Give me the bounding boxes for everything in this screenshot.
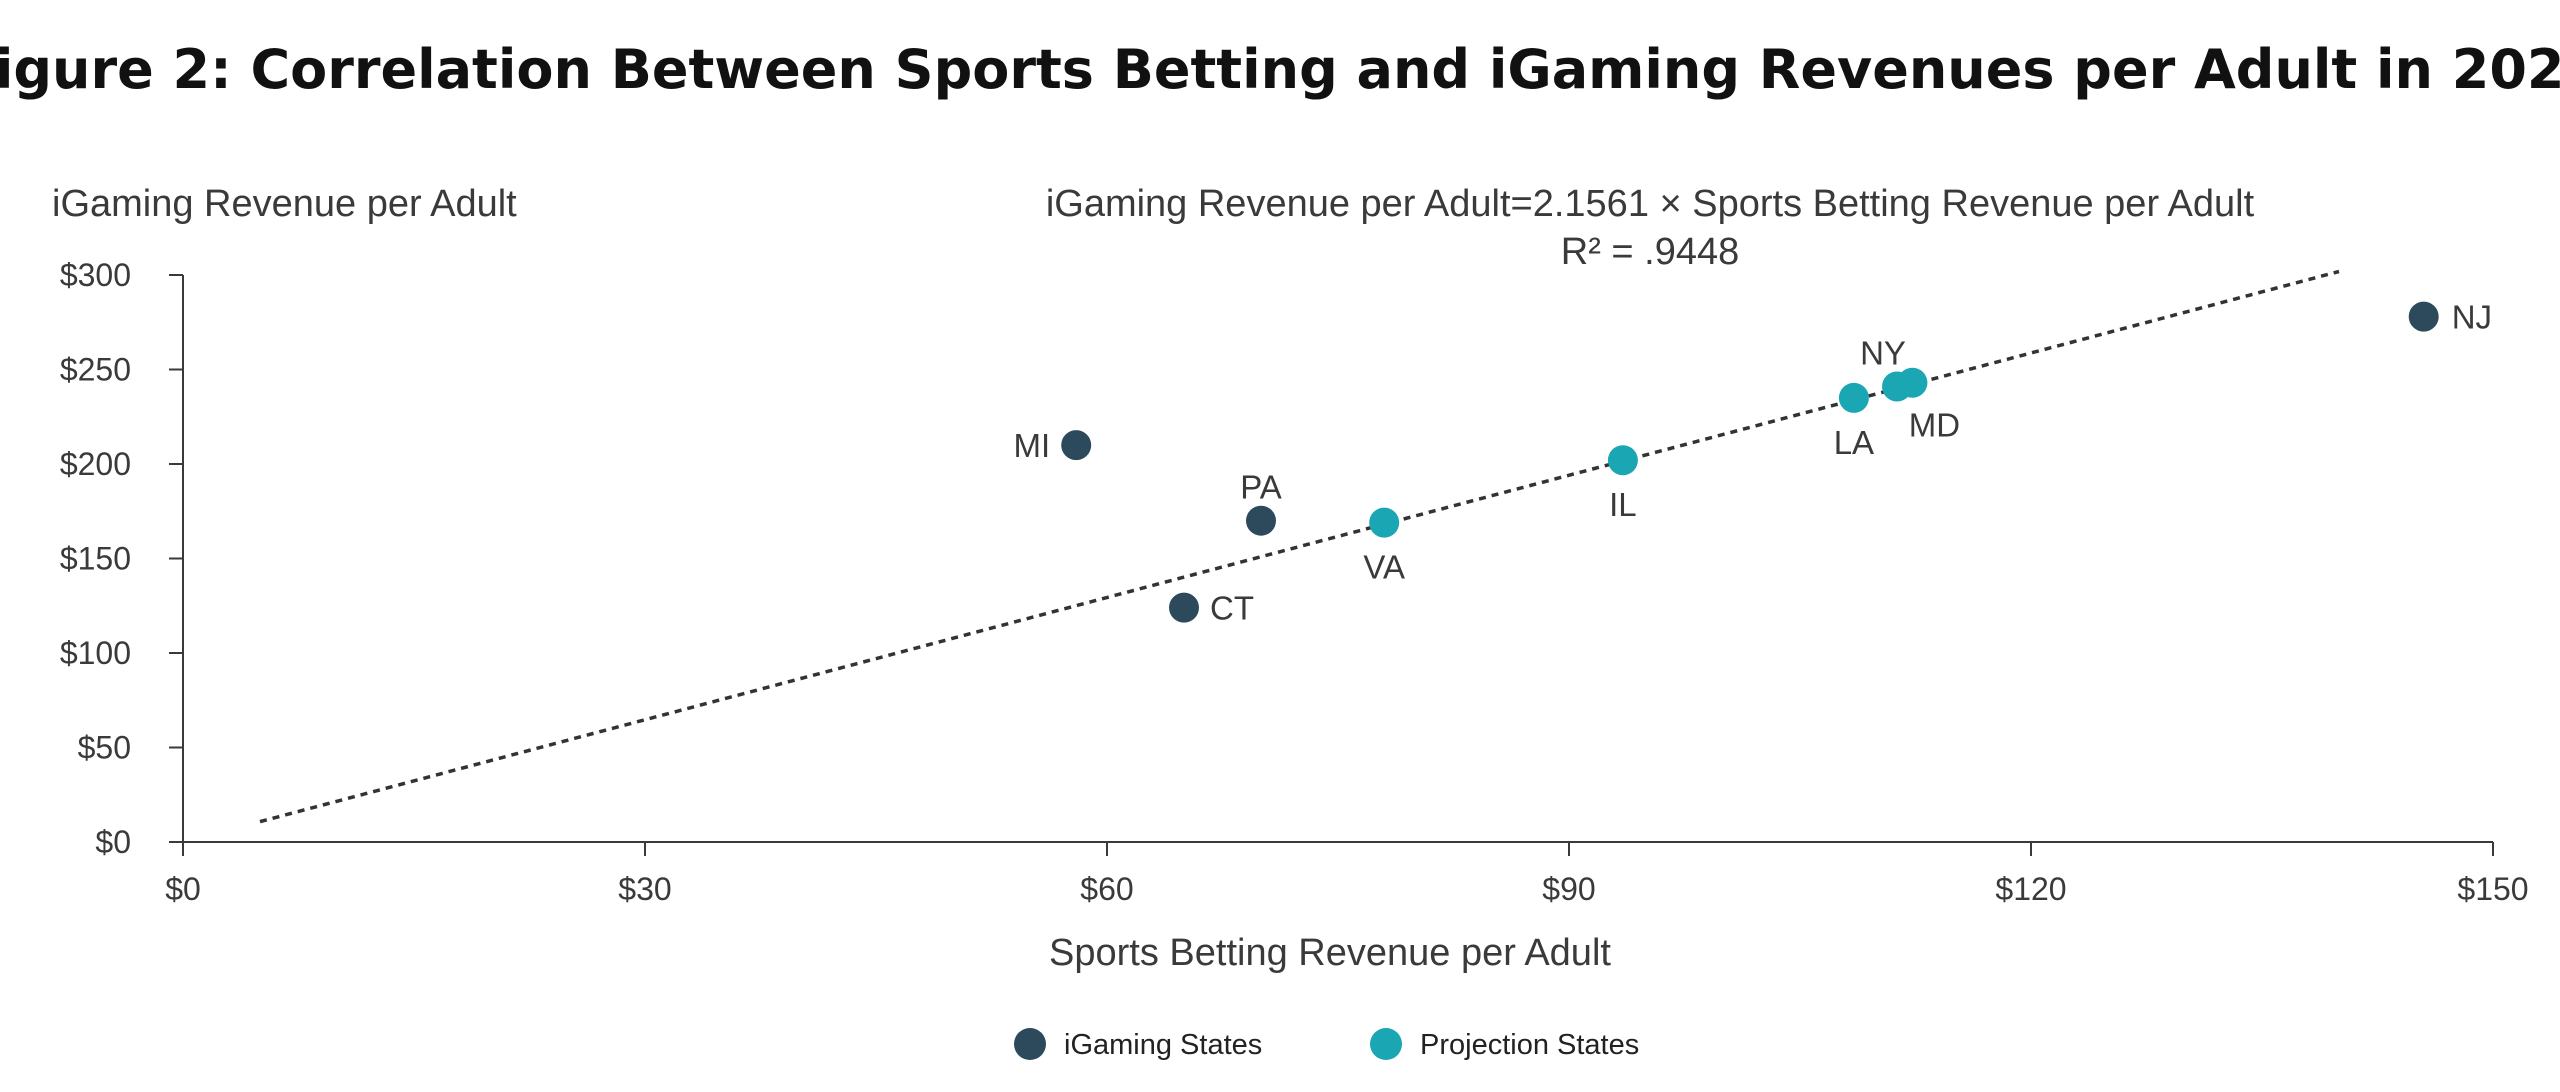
trendline-group: [259, 269, 2340, 824]
data-point-pa: [1246, 505, 1276, 536]
legend-label: iGaming States: [1064, 1029, 1262, 1061]
y-tick-label: $50: [78, 730, 131, 766]
data-point-la: [1838, 382, 1869, 413]
point-label-il: IL: [1609, 486, 1637, 523]
y-axis-title: iGaming Revenue per Adult: [52, 183, 517, 225]
y-tick-label: $200: [60, 446, 131, 482]
x-tick-label: $0: [165, 871, 201, 907]
legend-label: Projection States: [1420, 1029, 1639, 1061]
y-tick-label: $150: [60, 541, 131, 577]
point-label-pa: PA: [1240, 469, 1282, 506]
point-label-ny: NY: [1860, 335, 1906, 372]
x-tick-label: $150: [2457, 871, 2528, 907]
chart-title: Figure 2: Correlation Between Sports Bet…: [0, 38, 2560, 101]
x-tick-label: $30: [618, 871, 671, 907]
point-label-la: LA: [1834, 424, 1874, 461]
y-tick-label: $0: [95, 824, 131, 860]
y-tick-label: $300: [60, 257, 131, 293]
y-axis: $0 $50 $100 $150 $200 $250 $300: [60, 257, 184, 860]
legend: iGaming States Projection States: [1014, 1028, 1639, 1061]
point-label-md: MD: [1909, 407, 1960, 444]
point-label-mi: MI: [1014, 427, 1051, 464]
x-tick-label: $90: [1542, 871, 1595, 907]
x-axis: $0 $30 $60 $90 $120 $150: [165, 841, 2529, 907]
point-label-va: VA: [1363, 549, 1405, 586]
x-axis-title: Sports Betting Revenue per Adult: [1049, 932, 1611, 974]
data-point-md: [1897, 367, 1928, 398]
legend-marker: [1370, 1028, 1402, 1060]
trendline: [259, 269, 2340, 824]
point-label-ct: CT: [1210, 590, 1254, 627]
data-point-ct: [1169, 592, 1199, 623]
x-tick-label: $60: [1080, 871, 1133, 907]
data-point-il: [1607, 445, 1638, 476]
data-point-va: [1369, 507, 1400, 538]
data-point-mi: [1061, 430, 1092, 461]
y-tick-label: $250: [60, 352, 131, 388]
x-tick-label: $120: [1995, 871, 2066, 907]
trendline-equation: iGaming Revenue per Adult=2.1561 × Sport…: [1046, 183, 2255, 225]
trendline-r2: R² = .9448: [1561, 231, 1740, 273]
y-tick-label: $100: [60, 635, 131, 671]
point-label-nj: NJ: [2452, 299, 2492, 336]
data-point-nj: [2408, 301, 2439, 332]
legend-marker: [1014, 1028, 1046, 1060]
